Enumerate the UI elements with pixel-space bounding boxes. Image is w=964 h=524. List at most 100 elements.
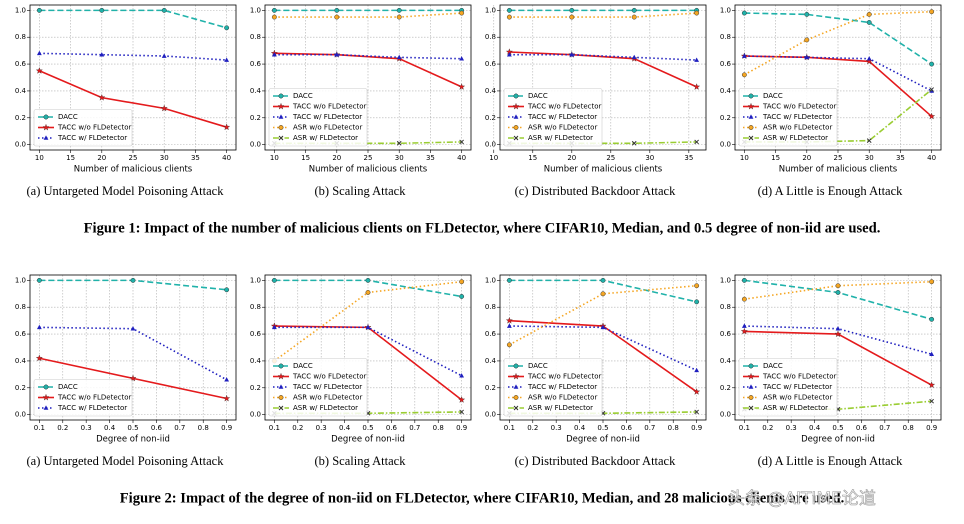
x-tick-label: 0.6 — [386, 424, 398, 432]
axes-frame — [264, 274, 472, 421]
y-tick-label: 0.6 — [485, 60, 497, 68]
x-tick-label: 20 — [97, 154, 106, 162]
marker — [506, 323, 512, 328]
y-tick-label: 0.4 — [485, 357, 497, 365]
marker — [748, 135, 754, 141]
legend-label: TACC w/ FLDetector — [762, 113, 832, 121]
y-tick-label: 0.0 — [720, 411, 731, 419]
subfigure-caption: (b) Scaling Attack — [315, 454, 407, 468]
y-tick-label: 0.6 — [720, 330, 732, 338]
marker — [512, 102, 520, 110]
marker — [694, 367, 700, 373]
marker — [866, 20, 872, 25]
marker — [693, 83, 701, 90]
x-tick-label: 0.1 — [504, 424, 515, 432]
marker — [748, 363, 754, 369]
marker — [513, 395, 519, 400]
x-tick-label: 0.8 — [433, 424, 444, 432]
axes-frame — [734, 4, 942, 151]
marker — [748, 125, 754, 130]
legend-label: ASR w/o FLDetector — [528, 394, 597, 402]
marker — [396, 7, 402, 13]
x-tick-label: 30 — [160, 154, 169, 162]
axes-frame — [264, 4, 472, 151]
x-tick-label: 15 — [301, 154, 310, 162]
marker — [36, 324, 42, 330]
marker — [741, 323, 747, 328]
marker — [160, 104, 168, 112]
x-tick-label: 0.8 — [668, 424, 679, 432]
marker — [365, 324, 371, 330]
x-tick-label: 0.7 — [174, 424, 185, 432]
legend-label: DACC — [58, 383, 78, 391]
x-tick-label: 40 — [457, 154, 466, 162]
x-tick-label: 25 — [364, 154, 373, 162]
marker — [43, 405, 49, 410]
marker — [513, 135, 519, 141]
y-tick-label: 1.0 — [250, 6, 261, 14]
marker — [43, 135, 49, 140]
y-tick-label: 0.6 — [720, 60, 732, 68]
series-line — [509, 53, 697, 61]
x-tick-label: 25 — [834, 154, 843, 162]
legend-label: TACC w/o FLDetector — [762, 103, 837, 111]
marker — [278, 93, 284, 99]
y-tick-label: 0.4 — [720, 87, 732, 95]
x-tick-label: 0.8 — [903, 424, 914, 432]
marker — [224, 57, 230, 62]
marker — [35, 354, 43, 362]
series-line — [274, 12, 462, 18]
marker — [505, 317, 513, 324]
y-tick-label: 0.0 — [485, 411, 496, 419]
marker — [569, 7, 575, 13]
y-tick-label: 0.8 — [250, 33, 261, 41]
marker — [747, 372, 755, 380]
marker — [459, 409, 464, 415]
x-axis-label: Degree of non-iid — [801, 435, 875, 445]
marker — [506, 342, 512, 348]
marker — [36, 277, 42, 283]
legend-box — [738, 358, 838, 417]
y-tick-label: 1.0 — [720, 6, 731, 14]
x-tick-label: 40 — [222, 154, 231, 162]
x-tick-label: 20 — [332, 154, 341, 162]
marker — [513, 93, 519, 99]
y-tick-label: 0.8 — [720, 33, 731, 41]
marker — [694, 139, 699, 145]
marker — [224, 25, 230, 31]
y-tick-label: 0.6 — [250, 330, 262, 338]
marker — [834, 330, 842, 338]
subfigure-caption: (c) Distributed Backdoor Attack — [515, 184, 676, 198]
legend-label: DACC — [293, 362, 313, 370]
x-axis-label: Degree of non-iid — [96, 435, 170, 445]
x-axis-label: Number of malicious clients — [309, 165, 428, 175]
marker — [278, 114, 284, 119]
x-tick-label: 0.4 — [104, 424, 116, 432]
marker — [512, 372, 520, 380]
legend-label: TACC w/ FLDetector — [57, 134, 127, 142]
subfigure-caption: (d) A Little is Enough Attack — [758, 184, 904, 198]
y-tick-label: 0.2 — [720, 384, 731, 392]
marker — [459, 56, 465, 61]
marker — [458, 396, 466, 403]
legend-box — [268, 358, 368, 417]
marker — [224, 287, 230, 293]
marker — [506, 7, 512, 13]
marker — [224, 377, 230, 382]
legend-label: TACC w/o FLDetector — [762, 373, 837, 381]
y-tick-label: 0.8 — [485, 33, 496, 41]
marker — [929, 279, 935, 285]
y-tick-label: 0.0 — [485, 141, 496, 149]
marker — [513, 114, 519, 119]
y-tick-label: 0.4 — [15, 357, 27, 365]
legend-label: ASR w/o FLDetector — [293, 124, 362, 132]
y-tick-label: 0.8 — [15, 33, 26, 41]
marker — [271, 324, 277, 330]
marker — [98, 93, 106, 101]
marker — [396, 54, 402, 60]
marker — [694, 283, 700, 289]
marker — [161, 7, 167, 13]
marker — [459, 139, 464, 145]
marker — [694, 10, 700, 16]
x-tick-label: 0.1 — [34, 424, 45, 432]
